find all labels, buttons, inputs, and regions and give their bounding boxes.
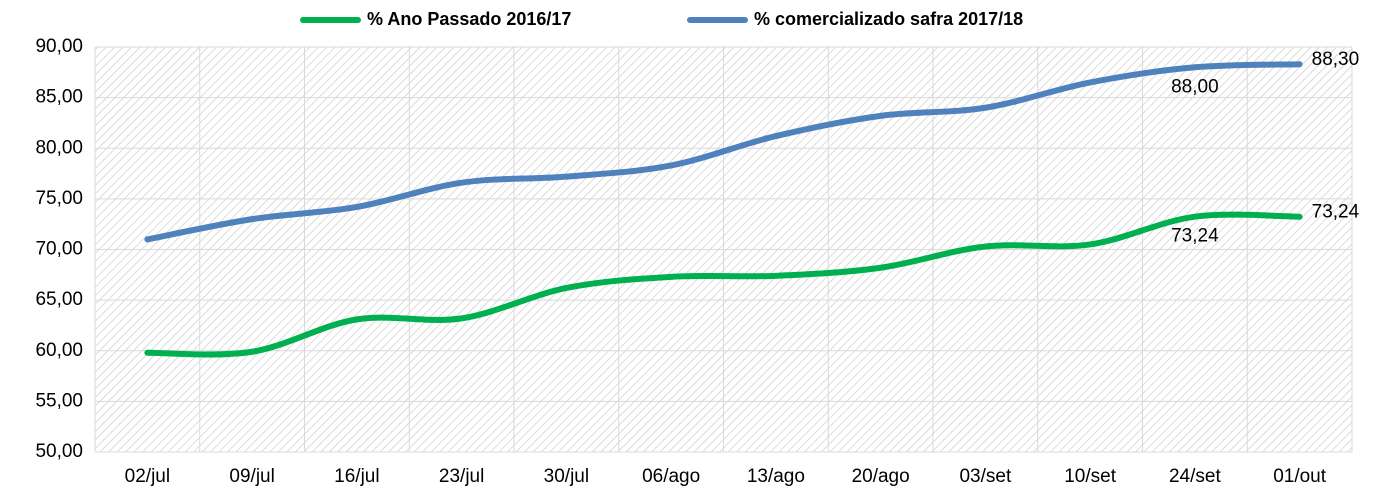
y-tick-label: 80,00 [35, 137, 83, 158]
series-line [144, 211, 1303, 358]
x-tick-label: 16/jul [334, 466, 379, 487]
y-tick-label: 65,00 [35, 289, 83, 310]
legend-text: % Ano Passado 2016/17 [367, 9, 571, 29]
x-tick-label: 23/jul [439, 466, 484, 487]
y-tick-label: 70,00 [35, 239, 83, 260]
x-tick-label: 24/set [1169, 466, 1221, 487]
y-tick-label: 50,00 [35, 441, 83, 462]
series-line [144, 61, 1303, 243]
data-label: 88,30 [1312, 49, 1360, 70]
x-tick-label: 09/jul [229, 466, 274, 487]
data-label: 73,24 [1171, 226, 1219, 247]
x-tick-label: 20/ago [852, 466, 910, 487]
x-tick-label: 10/set [1064, 466, 1116, 487]
x-tick-label: 01/out [1273, 466, 1327, 487]
data-label: 73,24 [1312, 202, 1360, 223]
y-tick-label: 75,00 [35, 188, 83, 209]
y-tick-label: 90,00 [35, 36, 83, 57]
legend-text: % comercializado safra 2017/18 [754, 9, 1023, 29]
y-tick-label: 85,00 [35, 87, 83, 108]
x-tick-label: 06/ago [642, 466, 700, 487]
y-tick-label: 60,00 [35, 340, 83, 361]
x-tick-label: 03/set [959, 466, 1011, 487]
y-tick-label: 55,00 [35, 390, 83, 411]
x-tick-label: 30/jul [544, 466, 589, 487]
x-tick-label: 02/jul [125, 466, 170, 487]
x-tick-label: 13/ago [747, 466, 805, 487]
data-label: 88,00 [1171, 76, 1219, 97]
